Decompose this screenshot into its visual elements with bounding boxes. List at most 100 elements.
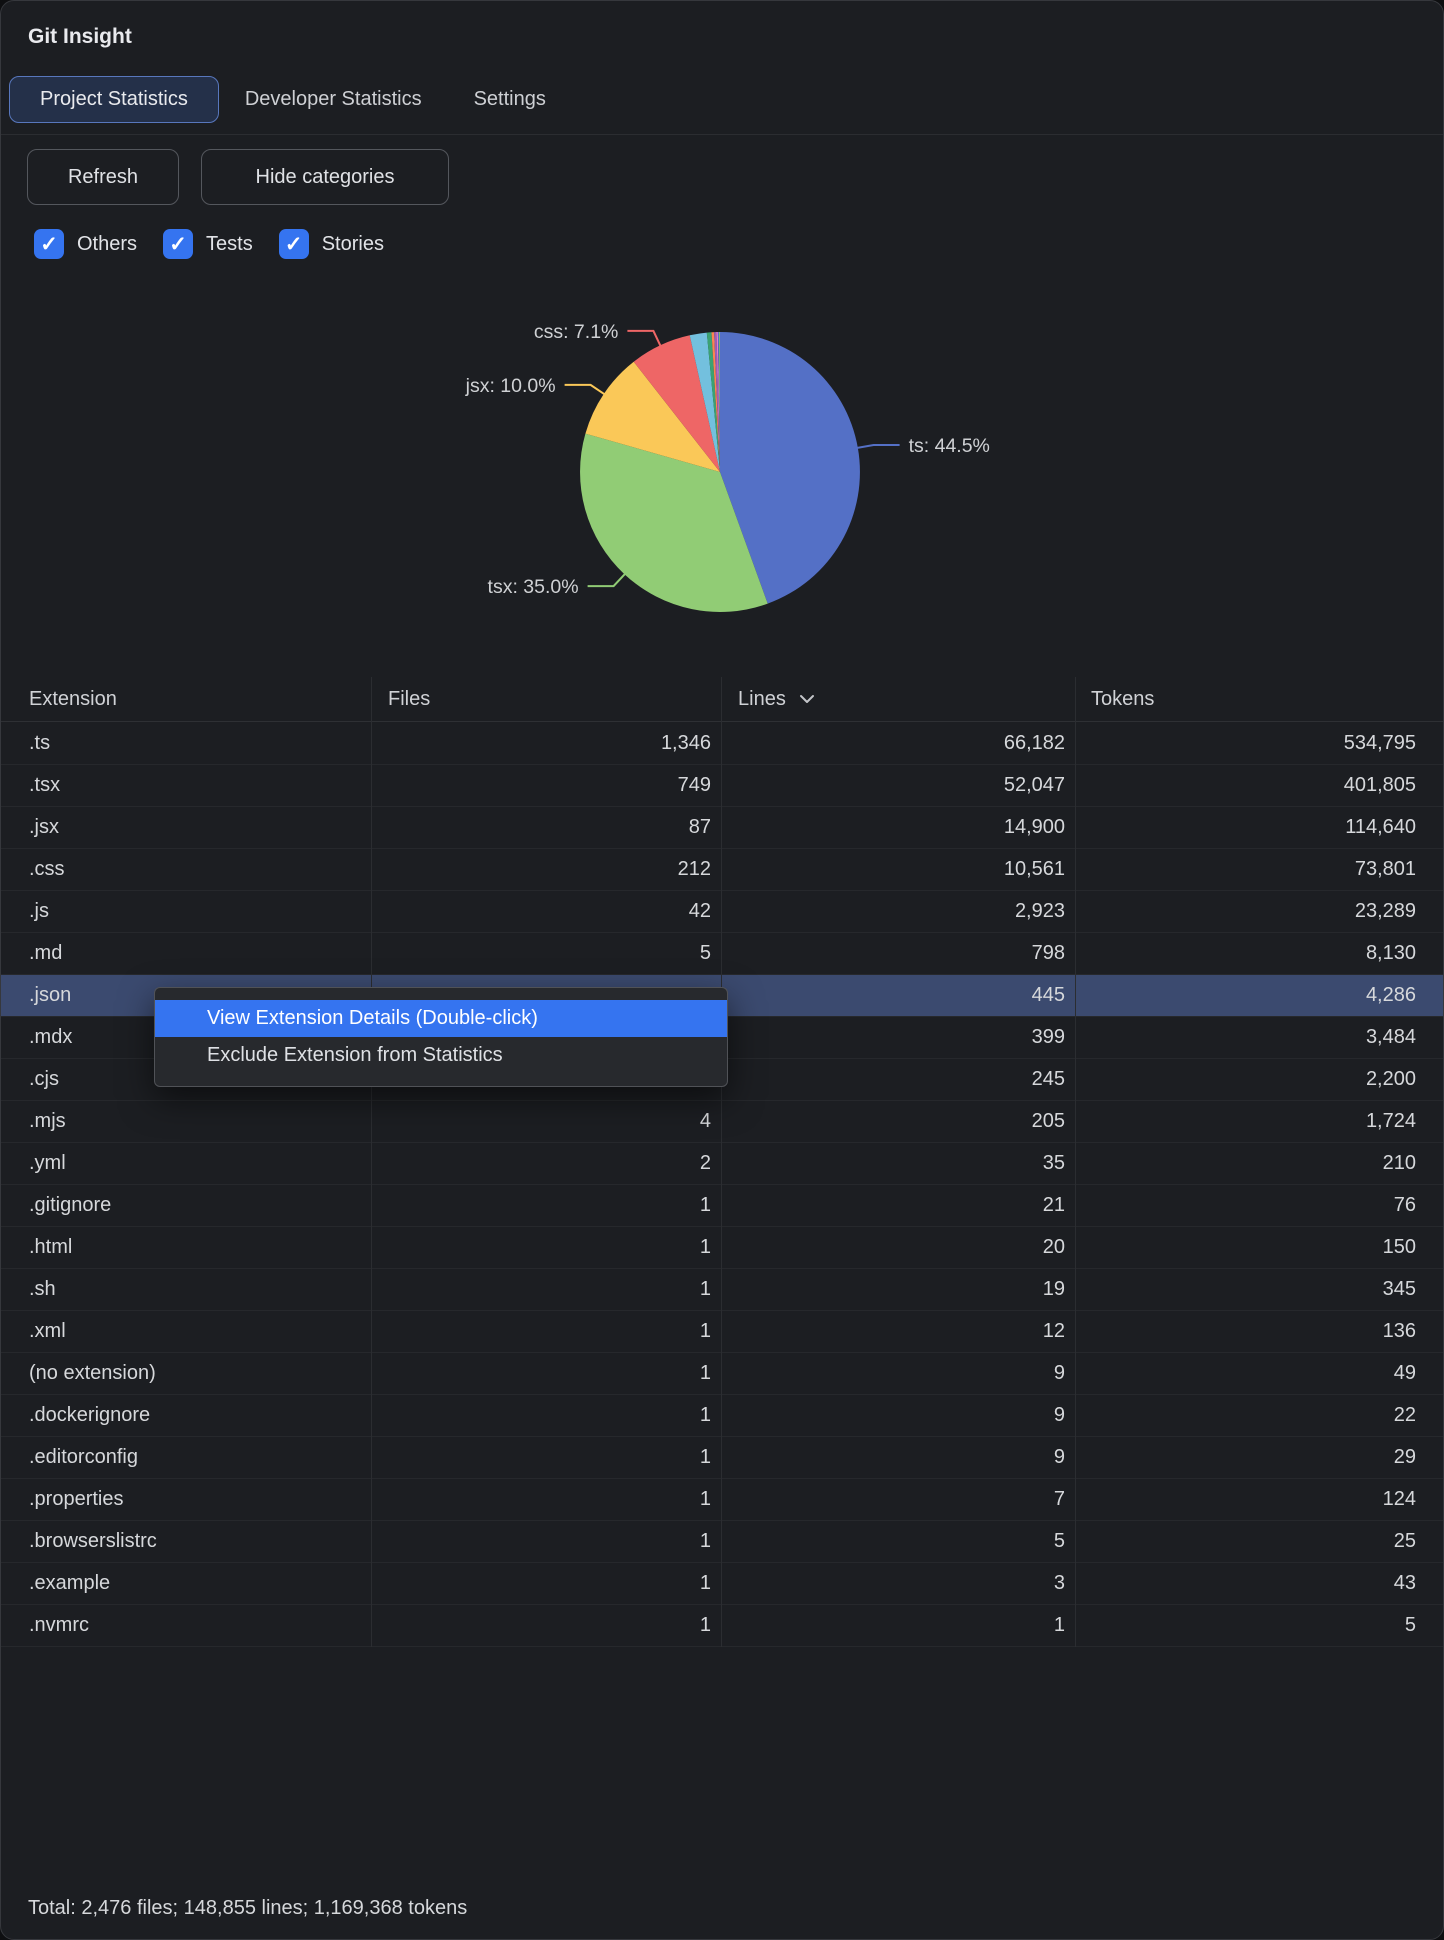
table-row[interactable]: .properties 1 7 124 [1, 1479, 1443, 1521]
pie-callout-line-tsx [587, 572, 627, 588]
cell-ext: .mdx [29, 1026, 73, 1048]
cell-lines: 52,047 [1003, 774, 1065, 796]
pie-slice-mdx[interactable] [714, 332, 720, 472]
tabbar-divider [1, 134, 1443, 135]
cell-files: 1 [699, 1488, 711, 1510]
table-row[interactable]: .cjs 245 2,200 [1, 1059, 1443, 1101]
cell-files: 1 [699, 1614, 711, 1636]
table-row[interactable]: .js 42 2,923 23,289 [1, 891, 1443, 933]
table-row[interactable]: .ts 1,346 66,182 534,795 [1, 723, 1443, 765]
cell-tokens: 49 [1393, 1362, 1416, 1384]
pie-slice-jsx[interactable] [585, 361, 720, 472]
table-row[interactable]: (no extension) 1 9 49 [1, 1353, 1443, 1395]
table-row[interactable]: .editorconfig 1 9 29 [1, 1437, 1443, 1479]
tab-bar: Project Statistics Developer Statistics … [9, 76, 572, 123]
table-row[interactable]: .mjs 4 205 1,724 [1, 1101, 1443, 1143]
table-row[interactable]: .jsx 87 14,900 114,640 [1, 807, 1443, 849]
cell-lines: 21 [1042, 1194, 1065, 1216]
cell-tokens: 3,484 [1365, 1026, 1416, 1048]
pie-slice-mjs[interactable] [717, 331, 720, 472]
cell-lines: 3 [1053, 1572, 1065, 1594]
pie-label-ts: ts: 44.5% [909, 435, 990, 457]
cell-lines: 7 [1053, 1488, 1065, 1510]
table-row[interactable]: .sh 1 19 345 [1, 1269, 1443, 1311]
pie-slice-tsx[interactable] [580, 433, 768, 612]
table-row[interactable]: .dockerignore 1 9 22 [1, 1395, 1443, 1437]
column-divider [1075, 677, 1076, 1647]
cell-tokens: 401,805 [1343, 774, 1416, 796]
cell-ext: .editorconfig [29, 1446, 138, 1468]
cell-lines: 205 [1031, 1110, 1065, 1132]
table-row[interactable]: .nvmrc 1 1 5 [1, 1605, 1443, 1647]
cell-lines: 14,900 [1003, 816, 1065, 838]
cell-ext: .gitignore [29, 1194, 112, 1216]
cell-tokens: 136 [1382, 1320, 1416, 1342]
filter-others[interactable]: ✓ Others [34, 229, 137, 259]
menu-item-view-extension-details[interactable]: View Extension Details (Double-click) [155, 1000, 727, 1037]
pie-slice-json[interactable] [711, 332, 721, 472]
column-divider [721, 677, 722, 1647]
cell-tokens: 22 [1393, 1404, 1416, 1426]
pie-slice-css[interactable] [633, 335, 720, 472]
tab-settings[interactable]: Settings [473, 88, 546, 110]
table-row[interactable]: .browserslistrc 1 5 25 [1, 1521, 1443, 1563]
table-row[interactable]: .example 1 3 43 [1, 1563, 1443, 1605]
cell-tokens: 2,200 [1365, 1068, 1416, 1090]
cell-ext: .dockerignore [29, 1404, 151, 1426]
cell-ext: .jsx [29, 816, 59, 838]
tab-project-statistics[interactable]: Project Statistics [9, 76, 219, 123]
hide-categories-button[interactable]: Hide categories [201, 149, 449, 205]
cell-lines: 9 [1053, 1446, 1065, 1468]
pie-slice-others[interactable] [719, 331, 720, 472]
cell-tokens: 73,801 [1354, 858, 1416, 880]
table-row[interactable]: .css 212 10,561 73,801 [1, 849, 1443, 891]
cell-lines: 9 [1053, 1404, 1065, 1426]
cell-files: 1 [699, 1572, 711, 1594]
cell-files: 1 [699, 1236, 711, 1258]
filter-others-label: Others [77, 232, 138, 255]
cell-tokens: 210 [1382, 1152, 1416, 1174]
column-header-extension[interactable]: Extension [29, 687, 117, 710]
pie-slice-cjs[interactable] [716, 331, 721, 472]
cell-lines: 9 [1053, 1362, 1065, 1384]
check-icon: ✓ [284, 232, 303, 256]
checkbox-others[interactable]: ✓ [34, 229, 64, 259]
filter-stories[interactable]: ✓ Stories [278, 229, 384, 259]
cell-lines: 245 [1031, 1068, 1065, 1090]
cell-ext: .xml [29, 1320, 66, 1342]
pie-slice-ts[interactable] [720, 332, 860, 604]
column-header-files[interactable]: Files [388, 687, 431, 710]
menu-item-exclude-extension[interactable]: Exclude Extension from Statistics [207, 1044, 503, 1066]
cell-lines: 1 [1053, 1614, 1065, 1636]
table-row[interactable]: .html 1 20 150 [1, 1227, 1443, 1269]
pie-label-jsx: jsx: 10.0% [465, 375, 556, 397]
cell-ext: .tsx [29, 774, 61, 796]
filter-tests[interactable]: ✓ Tests [163, 229, 253, 259]
cell-files: 1 [699, 1404, 711, 1426]
cell-ext: .html [29, 1236, 73, 1258]
cell-files: 1 [699, 1320, 711, 1342]
cell-ext: .md [29, 942, 63, 964]
tab-developer-statistics[interactable]: Developer Statistics [244, 88, 422, 110]
cell-tokens: 43 [1393, 1572, 1416, 1594]
check-icon: ✓ [40, 232, 58, 256]
pie-slice-md[interactable] [706, 332, 720, 472]
refresh-button[interactable]: Refresh [27, 149, 179, 205]
checkbox-stories[interactable]: ✓ [278, 229, 309, 259]
table-row[interactable]: .gitignore 1 21 76 [1, 1185, 1443, 1227]
cell-ext: .browserslistrc [29, 1530, 157, 1552]
column-header-lines[interactable]: Lines [721, 677, 1075, 722]
context-menu: View Extension Details (Double-click) Ex… [154, 987, 728, 1087]
column-header-tokens[interactable]: Tokens [1091, 687, 1155, 710]
table-row[interactable]: .yml 2 35 210 [1, 1143, 1443, 1185]
chevron-down-icon [798, 693, 816, 705]
cell-tokens: 8,130 [1365, 942, 1416, 964]
pie-slice-js[interactable] [689, 332, 720, 472]
table-row[interactable]: .xml 1 12 136 [1, 1311, 1443, 1353]
checkbox-tests[interactable]: ✓ [163, 229, 194, 259]
table-row[interactable]: .tsx 749 52,047 401,805 [1, 765, 1443, 807]
cell-lines: 66,182 [1003, 732, 1065, 754]
cell-lines: 10,561 [1003, 858, 1065, 880]
table-row[interactable]: .md 5 798 8,130 [1, 933, 1443, 975]
